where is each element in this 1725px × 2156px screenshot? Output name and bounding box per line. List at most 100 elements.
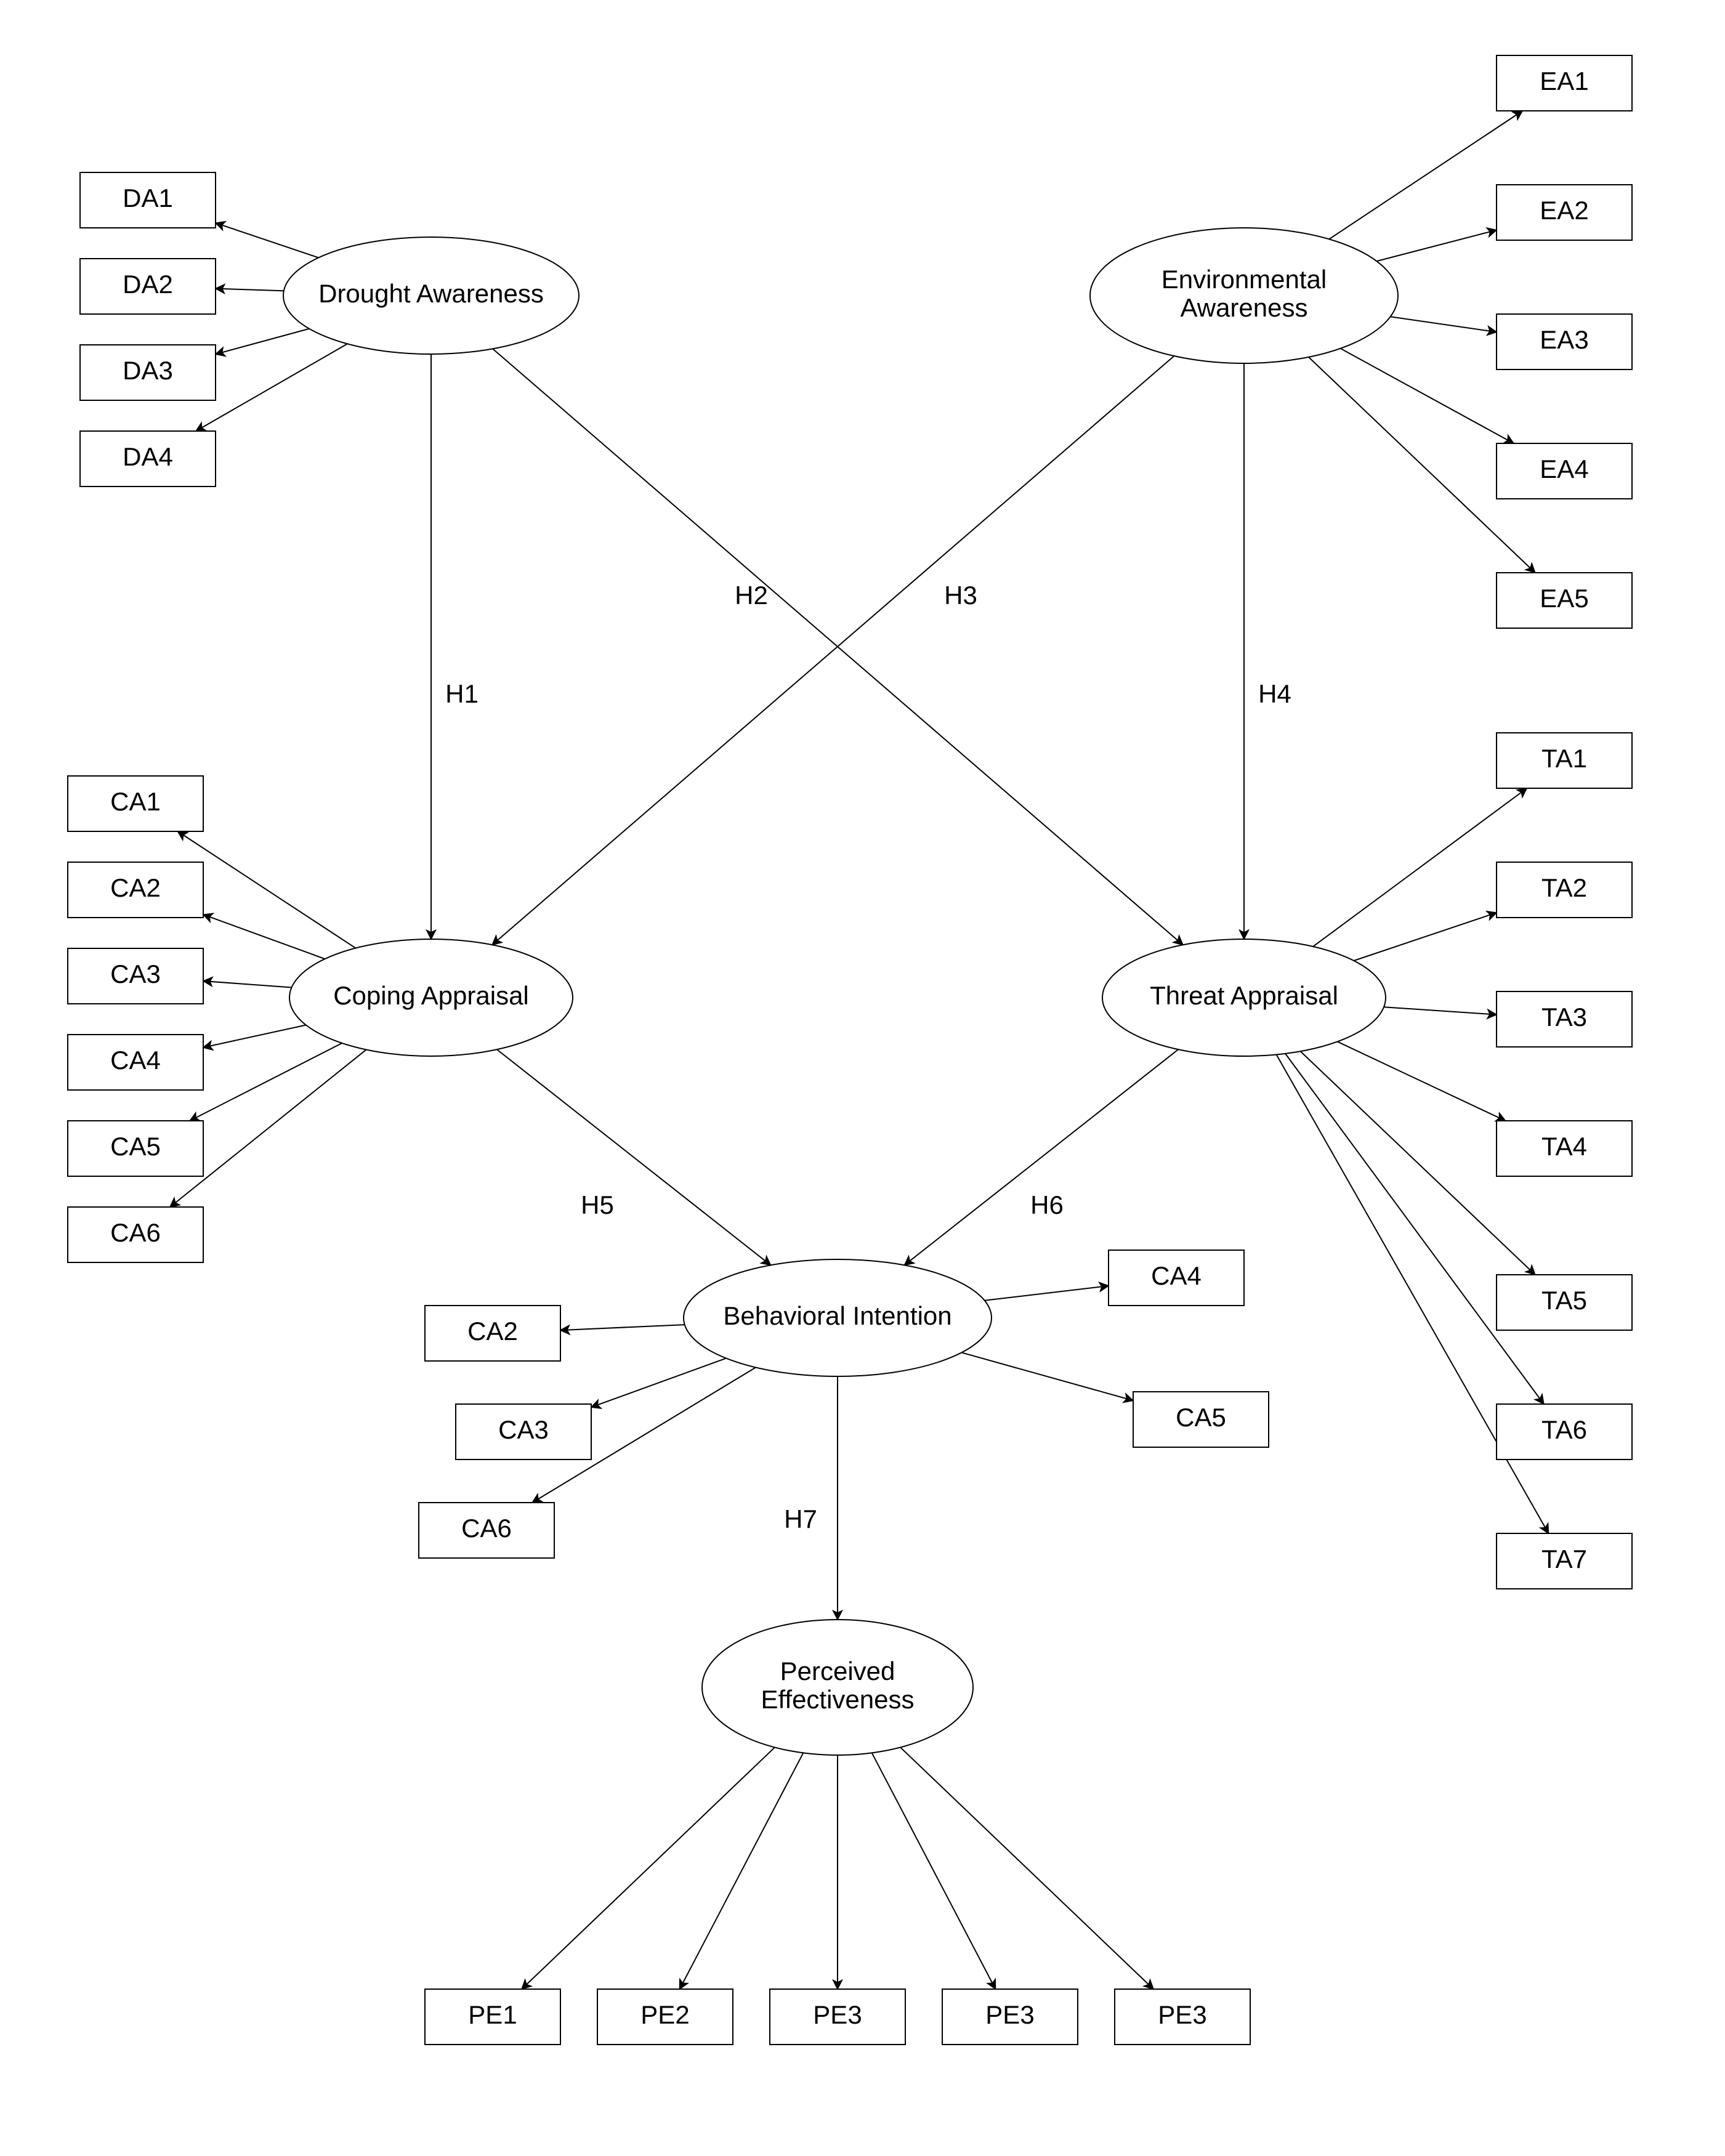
indicator-label: DA4 <box>123 442 173 471</box>
structural-edge <box>905 1049 1179 1265</box>
indicator-label: PE3 <box>1158 2000 1206 2029</box>
measurement-edge <box>203 981 292 987</box>
indicator-node-pe4: PE3 <box>942 1989 1078 2045</box>
latent-node-ea: EnvironmentalAwareness <box>1090 228 1398 363</box>
path-label: H7 <box>784 1504 817 1533</box>
latent-label: Behavioral Intention <box>723 1301 951 1330</box>
indicator-label: CA6 <box>461 1514 512 1543</box>
indicator-label: CA4 <box>110 1046 161 1075</box>
measurement-edge <box>1329 111 1522 239</box>
measurement-edge <box>216 329 309 354</box>
indicator-node-bi_ca5: CA5 <box>1133 1392 1269 1447</box>
indicator-label: CA2 <box>467 1317 518 1346</box>
indicator-node-ca3: CA3 <box>68 948 203 1004</box>
indicator-node-pe3: PE3 <box>770 1989 905 2045</box>
indicator-node-ta6: TA6 <box>1497 1404 1632 1460</box>
latent-node-pe: PerceivedEffectiveness <box>702 1620 973 1755</box>
latent-label: Drought Awareness <box>318 279 544 308</box>
indicator-node-ta2: TA2 <box>1497 862 1632 918</box>
measurement-edge <box>560 1325 685 1330</box>
indicator-label: CA1 <box>110 787 161 816</box>
indicator-label: EA2 <box>1540 196 1588 225</box>
edge-labels-layer: H1 H2 H3 H4 H5 H6 H7 <box>445 581 1291 1533</box>
latent-label: Environmental <box>1161 265 1327 294</box>
measurement-edge <box>522 1747 775 1989</box>
latent-label: Coping Appraisal <box>333 981 529 1010</box>
latent-node-ca: Coping Appraisal <box>289 939 573 1056</box>
path-label: H6 <box>1030 1190 1064 1219</box>
latent-node-ta: Threat Appraisal <box>1102 939 1386 1056</box>
structural-edge <box>497 1049 771 1265</box>
indicator-node-da1: DA1 <box>80 172 216 228</box>
indicator-node-bi_ca3: CA3 <box>456 1404 591 1460</box>
latent-node-da: Drought Awareness <box>283 237 579 354</box>
measurement-edge <box>961 1352 1133 1400</box>
indicator-node-ta3: TA3 <box>1497 991 1632 1047</box>
indicator-label: PE1 <box>468 2000 517 2029</box>
measurement-edge <box>591 1359 726 1408</box>
indicator-label: EA3 <box>1540 325 1588 354</box>
measurement-edge <box>1338 1041 1506 1121</box>
indicator-node-ea2: EA2 <box>1497 185 1632 240</box>
indicator-label: DA3 <box>123 356 173 385</box>
path-label: H4 <box>1258 679 1291 708</box>
measurement-edge <box>178 831 356 948</box>
measurement-edge <box>1341 349 1514 443</box>
indicator-node-ea4: EA4 <box>1497 443 1632 499</box>
sem-diagram: Drought Awareness EnvironmentalAwareness C… <box>0 0 1725 2156</box>
measurement-edge <box>190 1043 342 1121</box>
indicator-label: TA4 <box>1541 1132 1587 1161</box>
latent-label: Awareness <box>1180 293 1307 322</box>
indicator-label: CA2 <box>110 873 161 902</box>
nodes-layer: Drought Awareness EnvironmentalAwareness C… <box>68 55 1632 2045</box>
measurement-edge <box>1285 1054 1544 1404</box>
indicator-node-pe1: PE1 <box>425 1989 560 2045</box>
indicator-node-da2: DA2 <box>80 259 216 314</box>
measurement-edge <box>1354 913 1497 961</box>
measurement-edge <box>1384 1007 1497 1014</box>
measurement-edge <box>216 223 318 257</box>
indicator-node-ea3: EA3 <box>1497 314 1632 369</box>
indicator-node-ea5: EA5 <box>1497 573 1632 628</box>
path-label: H5 <box>581 1190 614 1219</box>
indicator-node-ca6: CA6 <box>68 1207 203 1262</box>
measurement-edge <box>203 1025 306 1047</box>
measurement-edge <box>216 289 284 291</box>
path-label: H1 <box>445 679 479 708</box>
indicator-label: TA1 <box>1541 744 1587 773</box>
indicator-label: TA2 <box>1541 873 1587 902</box>
latent-label: Effectiveness <box>761 1685 914 1714</box>
indicator-label: PE3 <box>813 2000 862 2029</box>
indicator-label: TA7 <box>1541 1544 1587 1573</box>
indicator-node-ta5: TA5 <box>1497 1275 1632 1330</box>
indicator-node-bi_ca4: CA4 <box>1109 1250 1244 1306</box>
indicator-label: EA5 <box>1540 584 1588 613</box>
measurement-edge <box>1391 317 1497 332</box>
indicator-node-bi_ca2: CA2 <box>425 1306 560 1361</box>
indicator-label: DA2 <box>123 270 173 299</box>
measurement-edge <box>985 1286 1109 1301</box>
indicator-label: PE3 <box>985 2000 1034 2029</box>
indicator-label: TA3 <box>1541 1003 1587 1032</box>
latent-label: Perceived <box>780 1657 895 1686</box>
indicator-label: CA3 <box>110 959 161 988</box>
path-label: H2 <box>735 581 768 610</box>
indicator-node-bi_ca6: CA6 <box>419 1503 554 1558</box>
indicator-label: CA6 <box>110 1218 161 1247</box>
indicator-node-ea1: EA1 <box>1497 55 1632 111</box>
measurement-edge <box>1313 788 1527 947</box>
indicator-label: CA3 <box>498 1415 549 1444</box>
indicator-node-pe5: PE3 <box>1115 1989 1250 2045</box>
indicator-node-da3: DA3 <box>80 345 216 400</box>
indicator-label: PE2 <box>640 2000 689 2029</box>
path-label: H3 <box>944 581 977 610</box>
indicator-label: CA5 <box>110 1132 161 1161</box>
measurement-edge <box>196 344 347 431</box>
measurement-edge <box>900 1747 1153 1989</box>
indicator-node-pe2: PE2 <box>597 1989 733 2045</box>
indicator-label: TA6 <box>1541 1415 1587 1444</box>
indicator-label: CA4 <box>1151 1261 1202 1290</box>
measurement-edge <box>1376 230 1497 262</box>
indicator-node-ca5: CA5 <box>68 1121 203 1176</box>
indicator-label: EA1 <box>1540 67 1588 95</box>
